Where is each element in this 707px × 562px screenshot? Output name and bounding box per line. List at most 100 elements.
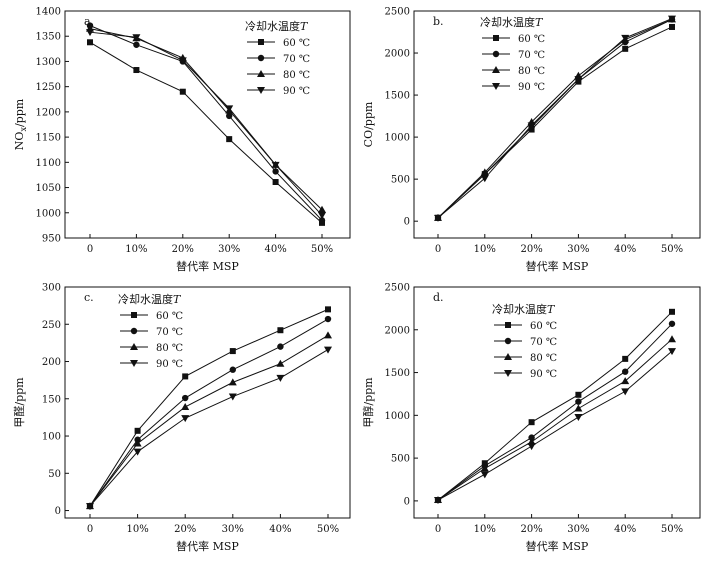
- chart-2-ylabel: CO/ppm: [362, 101, 375, 147]
- chart-3-series-3-point-1: [133, 439, 142, 447]
- chart-4-ytick-label-3: 1500: [385, 368, 410, 379]
- chart-1-series-3-point-5: [318, 205, 326, 213]
- chart-4-legend-marker-2: [504, 337, 512, 345]
- chart-1-series-2-point-5: [318, 217, 326, 224]
- chart-2-series-1-point-4: [622, 45, 629, 52]
- chart-4-series-3-point-5: [668, 335, 676, 343]
- chart-3-ytick-label-4: 200: [42, 357, 61, 368]
- chart-2-legend-item-4: 90 ℃: [482, 82, 545, 93]
- chart-2-legend-item-2: 70 ℃: [482, 50, 545, 61]
- chart-1-legend-marker-1: [258, 39, 264, 45]
- chart-1-ytick-label-9: 1400: [36, 7, 61, 18]
- chart-4-series-4-point-5: [668, 348, 676, 356]
- chart-1-plot-frame: [64, 10, 351, 239]
- chart-3-series-1-point-4: [277, 327, 284, 334]
- chart-3-legend-item-3: 80 ℃: [120, 343, 183, 354]
- chart-1-legend-label-1: 60 ℃: [283, 38, 310, 49]
- chart-1: a. 950 1000 1050 1100 1150 1200 1250 1300 1350 140…: [13, 7, 351, 273]
- chart-1-series-4-point-5: [318, 212, 326, 220]
- chart-4-series-2-point-4: [622, 368, 629, 375]
- chart-3-legend-label-4: 90 ℃: [156, 359, 183, 370]
- chart-2-ytick-label-5: 2500: [385, 7, 410, 18]
- chart-4-series-2-line: [437, 323, 673, 501]
- chart-2-legend-item-1: 60 ℃: [482, 34, 545, 45]
- chart-1-legend-item-4: 90 ℃: [247, 86, 310, 97]
- chart-4-legend-title: 冷却水温度T: [492, 302, 556, 316]
- chart-4-xtick-label-1: 10%: [474, 524, 496, 535]
- chart-1-legend-item-1: 60 ℃: [247, 38, 310, 49]
- chart-1-legend-label-2: 70 ℃: [283, 54, 310, 65]
- chart-4-legend-item-4: 90 ℃: [494, 369, 557, 380]
- chart-4-ytick-label-0: 0: [404, 496, 410, 507]
- chart-2-legend-item-3: 80 ℃: [482, 66, 545, 77]
- chart-4-series-1-line: [437, 311, 673, 501]
- chart-2-xtick-label-4: 40%: [614, 244, 636, 255]
- chart-4-series-4-point-0: [434, 497, 442, 505]
- chart-2-ytick-label-1: 500: [391, 175, 410, 186]
- chart-2-ytick-label-0: 0: [404, 217, 410, 228]
- chart-2-series-1-point-5: [669, 23, 675, 30]
- chart-1-ytick-label-5: 1200: [36, 107, 61, 118]
- chart-2-series-3-line: [437, 18, 673, 219]
- chart-3-xtick-label-3: 30%: [222, 524, 244, 535]
- chart-3-legend-marker-1: [131, 312, 137, 318]
- chart-1-legend-label-3: 80 ℃: [283, 70, 310, 81]
- chart-4-series-4-point-2: [527, 443, 536, 451]
- chart-3-plot-frame: [64, 286, 351, 519]
- chart-1-series-1-point-0: [87, 39, 93, 46]
- chart-2-legend-marker-3: [492, 66, 500, 73]
- chart-4-legend-marker-3: [504, 353, 512, 360]
- chart-2-series-4-point-0: [434, 214, 442, 222]
- chart-2-legend-marker-4: [492, 83, 500, 90]
- chart-4-xlabel: 替代率 MSP: [526, 539, 589, 553]
- chart-4-legend-item-1: 60 ℃: [494, 321, 557, 332]
- chart-1-series-1-point-3: [226, 136, 233, 143]
- chart-3-xtick-label-4: 40%: [269, 524, 291, 535]
- chart-3-ytick-label-5: 250: [42, 320, 61, 331]
- chart-3-legend-marker-4: [130, 360, 138, 367]
- chart-3-legend-item-1: 60 ℃: [120, 311, 183, 322]
- chart-2-panel-label: b.: [433, 15, 444, 28]
- chart-4-series-1-point-3: [575, 391, 582, 398]
- chart-1-series-1-point-4: [272, 179, 279, 186]
- chart-2-series-4-point-4: [621, 34, 630, 42]
- chart-4-series-1-point-2: [528, 419, 535, 426]
- chart-3-legend-marker-2: [130, 327, 138, 335]
- chart-1-legend-title: 冷却水温度T: [245, 19, 309, 33]
- chart-2-xtick-label-5: 50%: [661, 244, 683, 255]
- chart-1-legend-marker-3: [257, 70, 265, 77]
- chart-1-legend-item-3: 80 ℃: [247, 70, 310, 81]
- chart-4-series-2-point-3: [575, 398, 582, 405]
- chart-2-xtick-label-2: 20%: [520, 244, 542, 255]
- chart-1-xtick-label-4: 40%: [264, 244, 286, 255]
- chart-2: b. 0 500 1000 1500 2000 2500 0 10% 20% 30% 40% 50% 替代…: [362, 7, 701, 273]
- chart-2-series-4-point-3: [574, 76, 583, 84]
- chart-3-series-4-point-3: [228, 393, 237, 401]
- chart-2-series-4-point-5: [668, 15, 676, 23]
- chart-2-xtick-label-1: 10%: [474, 244, 496, 255]
- chart-2-ytick-label-4: 2000: [385, 49, 410, 60]
- chart-3-ytick-label-3: 150: [42, 394, 61, 405]
- chart-2-series-4-point-2: [527, 122, 536, 130]
- chart-3-series-3-point-2: [181, 402, 190, 410]
- chart-1-ytick-label-6: 1250: [36, 82, 61, 93]
- chart-4-legend-marker-1: [505, 322, 511, 328]
- chart-2-series-4-line: [437, 18, 673, 219]
- chart-4-xtick-label-4: 40%: [614, 524, 636, 535]
- chart-3-series-2-point-5: [324, 315, 332, 323]
- chart-3-panel-label: c.: [84, 291, 94, 304]
- chart-3-series-1-point-2: [182, 373, 189, 380]
- chart-4-legend-label-2: 70 ℃: [530, 337, 557, 348]
- chart-1-series-1-line: [89, 41, 323, 224]
- chart-3-series-4-point-0: [86, 503, 94, 511]
- chart-4-series-4-line: [437, 350, 673, 501]
- chart-3-series-4-point-2: [181, 415, 190, 423]
- chart-2-series-3-point-1: [480, 168, 489, 176]
- chart-4-series-4-point-4: [621, 388, 630, 396]
- chart-4-plot-frame: [413, 286, 701, 519]
- chart-3-ytick-label-2: 100: [42, 432, 61, 443]
- chart-2-legend-label-1: 60 ℃: [518, 34, 545, 45]
- chart-3-legend-label-2: 70 ℃: [156, 327, 183, 338]
